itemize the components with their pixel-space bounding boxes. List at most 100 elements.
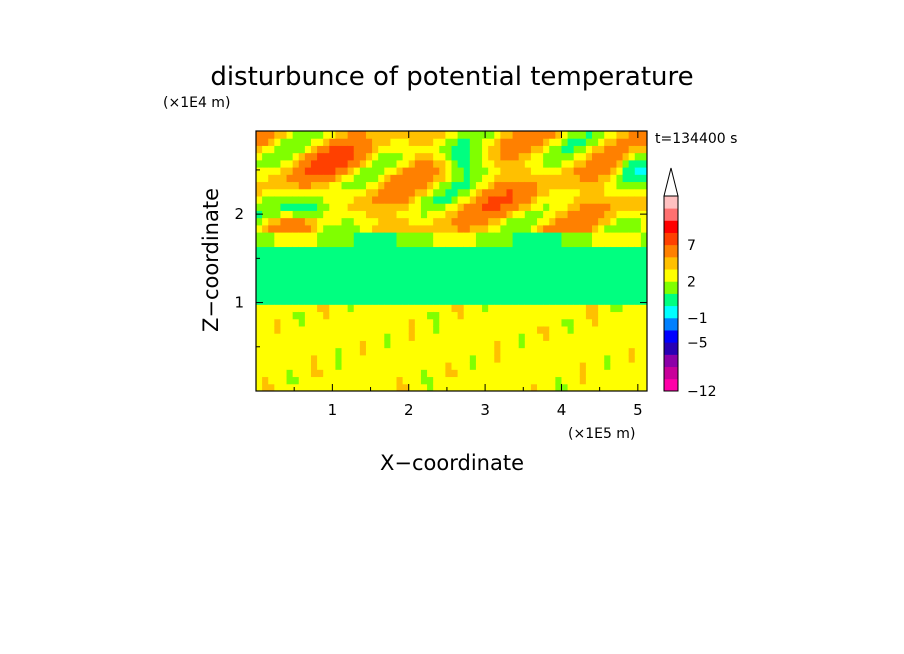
heatmap-cell xyxy=(640,203,648,211)
heatmap-cell xyxy=(567,217,575,226)
heatmap-cell xyxy=(549,224,556,233)
heatmap-cell xyxy=(530,145,538,154)
heatmap-cell xyxy=(463,362,471,370)
heatmap-cell xyxy=(268,174,275,183)
heatmap-cell xyxy=(549,347,556,356)
heatmap-cell xyxy=(622,376,630,385)
heatmap-cell xyxy=(408,210,416,219)
heatmap-cell xyxy=(610,289,617,298)
heatmap-cell xyxy=(549,333,556,341)
heatmap-cell xyxy=(304,289,312,298)
heatmap-cell xyxy=(579,326,587,334)
heatmap-cell xyxy=(494,333,501,341)
heatmap-cell xyxy=(475,217,483,226)
heatmap-cell xyxy=(280,152,288,161)
heatmap-cell xyxy=(506,326,514,334)
heatmap-cell xyxy=(335,138,343,146)
heatmap-cell xyxy=(402,275,410,284)
heatmap-cell xyxy=(592,326,599,334)
heatmap-cell xyxy=(372,347,379,356)
heatmap-cell xyxy=(427,354,434,363)
heatmap-cell xyxy=(457,376,465,385)
heatmap-cell xyxy=(488,268,495,276)
heatmap-cell xyxy=(469,188,477,197)
heatmap-cell xyxy=(390,159,398,168)
heatmap-cell xyxy=(420,261,428,269)
heatmap-cell xyxy=(439,268,446,276)
heatmap-cell xyxy=(610,362,617,370)
heatmap-cell xyxy=(524,297,532,305)
heatmap-cell xyxy=(537,217,544,226)
heatmap-cell xyxy=(414,196,422,204)
heatmap-cell xyxy=(530,246,538,255)
heatmap-cell xyxy=(549,152,556,161)
heatmap-cell xyxy=(390,297,398,305)
heatmap-cell xyxy=(592,138,599,146)
heatmap-cell xyxy=(402,188,410,197)
heatmap-cell xyxy=(555,326,562,334)
heatmap-cell xyxy=(427,340,434,349)
heatmap-cell xyxy=(592,224,599,233)
heatmap-cell xyxy=(530,239,538,248)
heatmap-cell xyxy=(592,268,599,276)
colorbar-frame xyxy=(663,195,679,392)
heatmap-cell xyxy=(573,210,581,219)
heatmap-cell xyxy=(628,246,636,255)
heatmap-cell xyxy=(365,369,373,378)
heatmap-cell xyxy=(402,318,410,327)
heatmap-cell xyxy=(359,239,367,248)
heatmap-cell xyxy=(475,174,483,183)
heatmap-cell xyxy=(598,145,605,154)
heatmap-cell xyxy=(274,181,281,190)
heatmap-cell xyxy=(537,131,544,139)
heatmap-cell xyxy=(274,362,281,370)
heatmap-cell xyxy=(469,159,477,168)
heatmap-cell xyxy=(500,326,507,334)
heatmap-cell xyxy=(445,246,452,255)
heatmap-cell xyxy=(573,289,581,298)
heatmap-cell xyxy=(310,311,318,320)
heatmap-cell xyxy=(256,354,263,363)
heatmap-cell xyxy=(286,210,294,219)
heatmap-cell xyxy=(378,145,385,154)
heatmap-cell xyxy=(549,261,556,269)
heatmap-cell xyxy=(475,354,483,363)
heatmap-cell xyxy=(555,347,562,356)
heatmap-cell xyxy=(298,282,306,291)
heatmap-cell xyxy=(420,188,428,197)
heatmap-cell xyxy=(408,196,416,204)
heatmap-cell xyxy=(408,217,416,226)
heatmap-cell xyxy=(579,224,587,233)
heatmap-cell xyxy=(622,239,630,248)
heatmap-cell xyxy=(353,369,361,378)
heatmap-cell xyxy=(530,232,538,240)
heatmap-cell xyxy=(298,152,306,161)
heatmap-cell xyxy=(372,268,379,276)
heatmap-cell xyxy=(549,282,556,291)
heatmap-cell xyxy=(427,304,434,313)
heatmap-cell xyxy=(323,145,330,154)
heatmap-cell xyxy=(396,167,404,175)
heatmap-cell xyxy=(604,152,611,161)
heatmap-cell xyxy=(280,253,288,262)
heatmap-cell xyxy=(500,159,507,168)
heatmap-cell xyxy=(573,203,581,211)
heatmap-cell xyxy=(396,347,404,356)
heatmap-cell xyxy=(518,261,526,269)
heatmap-cell xyxy=(549,203,556,211)
heatmap-cell xyxy=(310,217,318,226)
heatmap-cell xyxy=(329,138,336,146)
heatmap-cell xyxy=(482,297,489,305)
heatmap-cell xyxy=(390,282,398,291)
heatmap-cell xyxy=(640,376,648,385)
heatmap-cell xyxy=(335,210,343,219)
heatmap-cell xyxy=(524,376,532,385)
heatmap-cell xyxy=(341,282,349,291)
heatmap-cell xyxy=(372,354,379,363)
heatmap-cell xyxy=(488,282,495,291)
heatmap-cell xyxy=(451,188,459,197)
heatmap-cell xyxy=(414,289,422,298)
heatmap-cell xyxy=(457,188,465,197)
heatmap-cell xyxy=(555,131,562,139)
heatmap-cell xyxy=(304,282,312,291)
